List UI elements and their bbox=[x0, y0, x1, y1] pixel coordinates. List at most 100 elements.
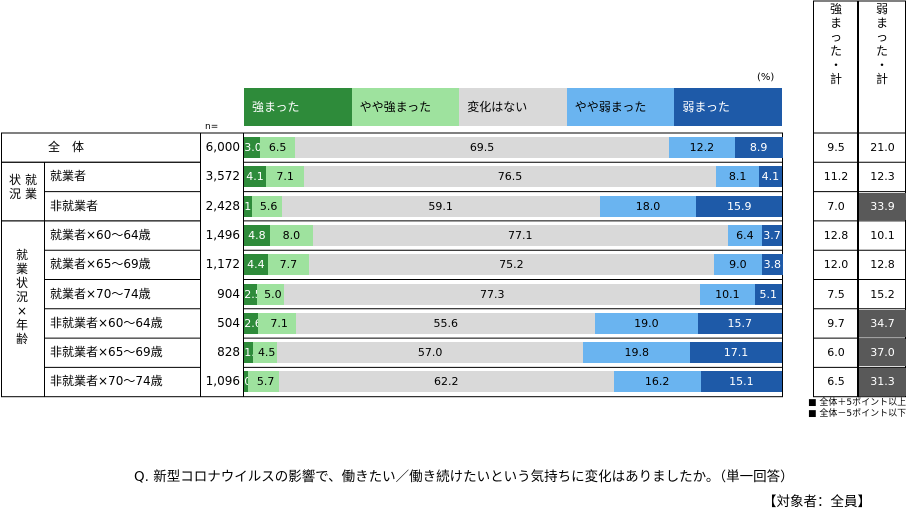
legend-item: やや強まった bbox=[351, 88, 460, 126]
bar-segment bbox=[284, 283, 701, 305]
note-1: ■ 全体＋5ポイント以上 bbox=[808, 398, 907, 408]
total-weak-value: 21.0 bbox=[870, 141, 895, 154]
bar-value-label: 7.1 bbox=[270, 316, 288, 330]
bar-segment bbox=[244, 342, 253, 364]
bar-value-label: 4.1 bbox=[246, 170, 264, 184]
bar-segment bbox=[759, 166, 782, 188]
bar-value-label: 5.6 bbox=[259, 199, 278, 213]
bar-segment bbox=[244, 137, 261, 158]
bar-value-label: 10.1 bbox=[715, 287, 740, 301]
total-weak-value: 15.2 bbox=[870, 287, 895, 301]
bar-value-label: 15.1 bbox=[729, 375, 754, 389]
legend-item: 変化はない bbox=[459, 88, 568, 126]
total-strong-value: 9.5 bbox=[827, 141, 845, 154]
question-text: Q. 新型コロナウイルスの影響で、働きたい／働き続けたいという気持ちに変化はあり… bbox=[134, 469, 794, 485]
bar-value-label: 5.1 bbox=[759, 287, 778, 301]
bar-segment bbox=[276, 342, 584, 364]
bar-segment bbox=[244, 166, 267, 188]
total-strong-value: 12.0 bbox=[823, 258, 849, 272]
bar-segment bbox=[267, 254, 310, 276]
row-label: 非就業者×65～69歳 bbox=[50, 345, 163, 360]
bar-value-label: 69.5 bbox=[469, 141, 495, 154]
bar-segment bbox=[762, 254, 783, 276]
bar-value-label: 75.2 bbox=[499, 258, 524, 272]
total-weak-value: 37.0 bbox=[859, 339, 906, 367]
bar-value-label: 8.1 bbox=[728, 170, 747, 184]
bar-segment bbox=[244, 312, 259, 334]
bar-value-label: 3.0 bbox=[244, 141, 262, 154]
bar-segment bbox=[690, 342, 783, 364]
total-strong-value: 9.7 bbox=[827, 316, 845, 330]
total-header-weak-text: 弱まった・計 bbox=[875, 2, 888, 86]
bar-segment bbox=[252, 342, 278, 364]
row-n: 6,000 bbox=[205, 140, 240, 154]
bar-value-label: 6.4 bbox=[736, 228, 754, 242]
n-label: n= bbox=[205, 122, 219, 132]
bar-segment bbox=[309, 254, 715, 276]
total-strong-value: 6.0 bbox=[827, 346, 845, 360]
total-weak-value: 31.3 bbox=[859, 368, 906, 396]
bar-value-label: 5.7 bbox=[256, 375, 275, 389]
bar-value-label: 7.1 bbox=[276, 170, 294, 184]
row-n: 828 bbox=[217, 345, 240, 360]
row-n: 904 bbox=[217, 286, 240, 301]
bar-segment bbox=[713, 254, 763, 276]
target-text: 【対象者：全員】 bbox=[763, 494, 871, 510]
bar-segment bbox=[244, 283, 258, 305]
total-weak-value: 34.7 bbox=[859, 309, 906, 338]
bar-value-label: 3.8 bbox=[763, 258, 782, 272]
bar-segment bbox=[727, 224, 763, 246]
bar-value-label: 8.9 bbox=[749, 141, 768, 154]
bar-value-label: 18.0 bbox=[635, 199, 661, 213]
bar-segment bbox=[257, 283, 285, 305]
bar-segment bbox=[260, 137, 296, 158]
bar-segment bbox=[278, 371, 614, 393]
bar-value-label: 57.0 bbox=[417, 346, 443, 360]
total-header-strong: 強まった・計 bbox=[824, 2, 848, 86]
total-header-strong-text: 強まった・計 bbox=[829, 2, 842, 86]
unit-label: (%) bbox=[757, 72, 775, 83]
bar-segment bbox=[700, 283, 755, 305]
bar-value-label: 4.1 bbox=[761, 170, 780, 184]
bar-segment bbox=[281, 195, 600, 217]
row-label: 就業者×65～69歳 bbox=[50, 257, 151, 272]
legend-item: 弱まった bbox=[674, 88, 783, 126]
total-strong-value: 7.0 bbox=[827, 199, 845, 213]
bar-segment bbox=[734, 137, 783, 158]
row-label: 非就業者×60～64歳 bbox=[50, 315, 163, 330]
bar-value-label: 2.5 bbox=[244, 287, 262, 301]
bar-segment bbox=[251, 195, 283, 217]
bar-value-label: 4.5 bbox=[257, 346, 276, 360]
group-label-employment-age-text: 就業状況 × 年齢 bbox=[15, 248, 28, 346]
bar-value-label: 59.1 bbox=[428, 199, 453, 213]
bar-segment bbox=[754, 283, 783, 305]
total-weak-value: 12.8 bbox=[870, 258, 895, 272]
bar-value-label: 77.3 bbox=[480, 287, 505, 301]
bar-segment bbox=[599, 195, 697, 217]
bar-segment bbox=[248, 371, 280, 393]
total-header-weak: 弱まった・計 bbox=[870, 2, 894, 86]
bar-value-label: 55.6 bbox=[433, 316, 458, 330]
bar-segment bbox=[266, 166, 305, 188]
row-label: 非就業者×70～74歳 bbox=[50, 374, 163, 389]
total-strong-value: 6.5 bbox=[827, 375, 845, 389]
bar-segment bbox=[697, 312, 783, 334]
bar-segment bbox=[269, 224, 314, 246]
total-weak-value: 10.1 bbox=[870, 228, 895, 242]
bar-value-label: 9.0 bbox=[729, 258, 747, 272]
bar-value-label: 77.1 bbox=[508, 228, 533, 242]
total-strong-value: 7.5 bbox=[827, 287, 845, 301]
bar-segment bbox=[295, 137, 670, 158]
row-n: 1,496 bbox=[205, 227, 240, 242]
bar-segment bbox=[762, 224, 783, 246]
bar-value-label: 15.9 bbox=[726, 199, 752, 213]
bar-segment bbox=[669, 137, 736, 158]
bar-segment bbox=[244, 254, 269, 276]
bar-value-label: 19.0 bbox=[634, 316, 659, 330]
row-n: 1,172 bbox=[205, 257, 240, 272]
bar-segment bbox=[595, 312, 698, 334]
row-label: 非就業者 bbox=[50, 198, 99, 213]
bar-value-label: 16.2 bbox=[644, 375, 670, 389]
bar-value-label: 4.4 bbox=[247, 258, 265, 272]
